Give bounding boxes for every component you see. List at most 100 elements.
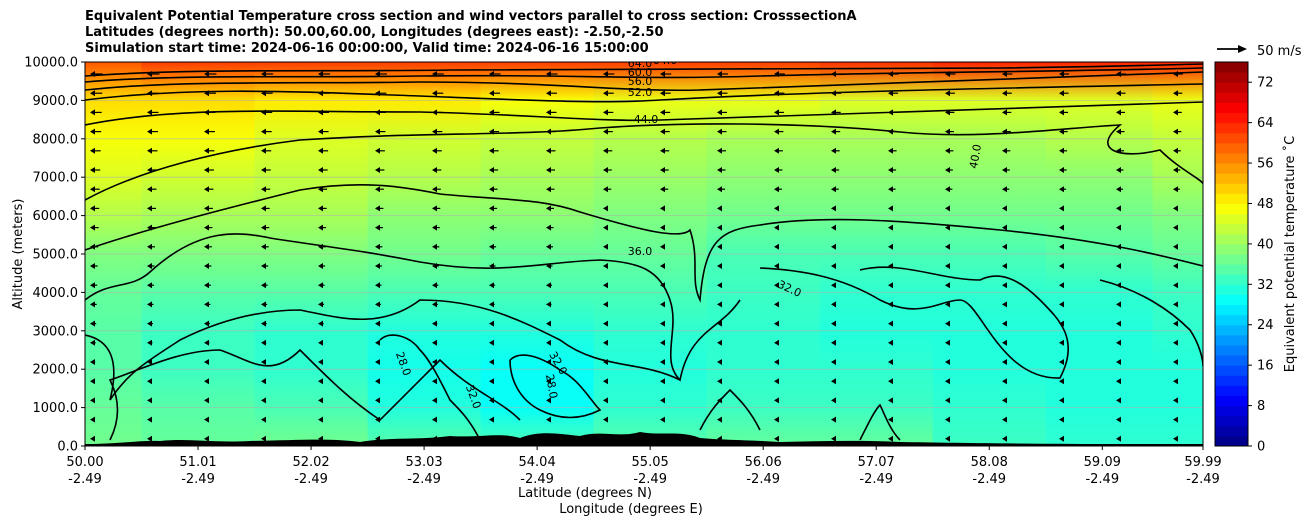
wind-vector-head (831, 167, 836, 173)
colorbar-segment (1215, 415, 1248, 427)
wind-vector-head (375, 320, 380, 327)
colorbar-tick-label: 64 (1257, 116, 1274, 131)
wind-vector-head (546, 320, 551, 327)
wind-vector-head (1059, 339, 1064, 346)
colorbar-segment (1215, 213, 1248, 225)
wind-vector-head (1116, 263, 1121, 269)
wind-vector-head (660, 320, 665, 327)
wind-vector-head (717, 109, 722, 116)
wind-vector-head (546, 378, 551, 385)
wind-vector-head (660, 243, 665, 250)
wind-vector-head (1116, 205, 1121, 212)
wind-vector-head (1059, 243, 1064, 250)
wind-vector-head (1173, 243, 1178, 250)
wind-vector-head (1116, 90, 1121, 97)
x-axis-label-longitude: Longitude (degrees E) (559, 502, 703, 517)
wind-vector-head (546, 435, 551, 442)
wind-vector-head (831, 263, 836, 269)
x-tick-label-lat: 52.02 (292, 455, 329, 470)
wind-vector-head (1116, 359, 1121, 365)
wind-vector-head (1002, 359, 1007, 365)
colorbar-segment (1215, 284, 1248, 295)
wind-vector-head (717, 224, 722, 231)
wind-vector-head (1173, 301, 1178, 308)
wind-vector-head (603, 339, 608, 346)
wind-vector-head (603, 128, 608, 135)
wind-vector-head (489, 435, 494, 442)
wind-vector-head (603, 435, 608, 442)
wind-vector-head (774, 224, 779, 231)
wind-vector-head (90, 109, 95, 116)
wind-vector-head (717, 282, 722, 289)
wind-vector-head (945, 109, 950, 116)
contour-line (1099, 279, 1203, 367)
wind-vector-head (432, 416, 437, 423)
wind-vector-head (717, 167, 722, 173)
wind-vector-head (375, 90, 380, 97)
wind-vector-head (1173, 147, 1178, 154)
contour-line (859, 403, 901, 441)
wind-vector-head (603, 359, 608, 365)
wind-vector-head (432, 397, 437, 404)
wind-vector-head (432, 320, 437, 327)
contour-label: 44.0 (634, 113, 659, 126)
contour-label: 64.0 (653, 54, 678, 67)
wind-vector-head (1002, 416, 1007, 423)
wind-vector-head (489, 320, 494, 327)
colorbar-tick-label: 16 (1257, 359, 1274, 374)
wind-vector-head (546, 90, 551, 97)
wind-vector-head (1116, 243, 1121, 250)
wind-vector-head (318, 301, 323, 308)
wind-vector-head (717, 397, 722, 404)
wind-vector-head (1059, 416, 1064, 423)
wind-vector-head (261, 167, 266, 173)
wind-vector-head (261, 339, 266, 346)
colorbar-segment (1215, 435, 1248, 447)
wind-vector-head (774, 435, 779, 442)
colorbar-segment (1215, 314, 1248, 326)
colorbar-segment (1215, 344, 1248, 356)
contour-line (85, 63, 1203, 77)
wind-vector-head (546, 147, 551, 154)
wind-vector-head (147, 282, 152, 289)
wind-vector-head (432, 359, 437, 365)
colorbar-segment (1215, 375, 1248, 386)
wind-vector-head (660, 90, 665, 97)
wind-vector-head (660, 167, 665, 173)
wind-vector-head (375, 282, 380, 289)
contour-label: 56.0 (628, 75, 653, 88)
wind-vector-head (489, 282, 494, 289)
wind-vector-head (945, 397, 950, 404)
wind-vector-head (318, 359, 323, 365)
wind-vector-head (660, 224, 665, 231)
wind-vector-head (489, 416, 494, 423)
colorbar-segment (1215, 82, 1248, 93)
wind-vector-head (90, 243, 95, 250)
wind-vector-head (1116, 282, 1121, 289)
wind-vector-head (888, 167, 893, 173)
wind-vector-head (546, 205, 551, 212)
wind-vector-head (603, 167, 608, 173)
wind-vector-head (204, 147, 209, 154)
wind-vector-head (603, 186, 608, 193)
wind-vector-head (375, 167, 380, 173)
wind-vector-head (774, 397, 779, 404)
wind-vector-head (717, 435, 722, 442)
wind-vector-head (717, 301, 722, 308)
wind-vector-head (204, 243, 209, 250)
wind-vector-head (603, 205, 608, 212)
x-tick-label-lat: 51.01 (179, 455, 216, 470)
wind-vector-head (204, 416, 209, 423)
wind-vector-head (1059, 282, 1064, 289)
x-axis-label-latitude: Latitude (degrees N) (518, 486, 652, 501)
wind-vector-head (1059, 378, 1064, 385)
wind-vector-head (261, 147, 266, 154)
contour-label: 40.0 (967, 143, 984, 169)
wind-vector-head (432, 90, 437, 97)
wind-vector-head (489, 339, 494, 346)
wind-vector-head (204, 186, 209, 193)
wind-vector-head (1002, 435, 1007, 442)
wind-vector-head (603, 90, 608, 97)
wind-vector-head (1116, 167, 1121, 173)
wind-vector-head (432, 339, 437, 346)
